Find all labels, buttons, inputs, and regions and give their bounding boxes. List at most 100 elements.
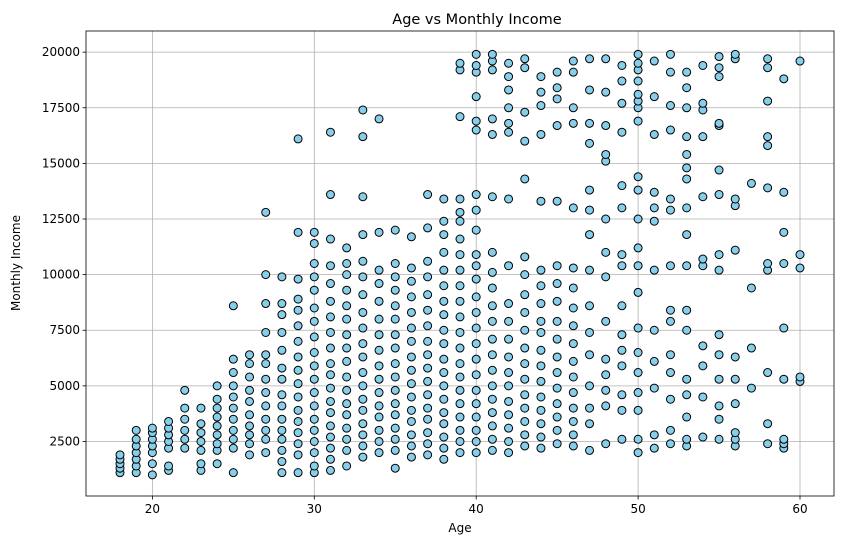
- data-point: [309, 436, 319, 446]
- data-point: [455, 372, 465, 382]
- data-point: [487, 421, 497, 431]
- data-point: [730, 399, 740, 409]
- data-point: [763, 132, 773, 142]
- data-point: [714, 434, 724, 444]
- data-point: [698, 254, 708, 264]
- data-point: [601, 354, 611, 364]
- data-point: [520, 174, 530, 184]
- data-point: [487, 445, 497, 455]
- data-point: [471, 225, 481, 235]
- data-point: [325, 359, 335, 369]
- data-point: [342, 285, 352, 295]
- data-point: [665, 205, 675, 215]
- data-point: [180, 414, 190, 424]
- data-point: [585, 381, 595, 391]
- data-point: [342, 243, 352, 253]
- data-point: [504, 368, 514, 378]
- data-point: [617, 98, 627, 108]
- data-point: [520, 430, 530, 440]
- data-point: [487, 114, 497, 124]
- data-point: [487, 192, 497, 202]
- data-point: [277, 425, 287, 435]
- data-point: [649, 430, 659, 440]
- data-point: [358, 105, 368, 115]
- data-point: [423, 336, 433, 346]
- data-point: [358, 339, 368, 349]
- data-point: [649, 129, 659, 139]
- data-point: [455, 281, 465, 291]
- data-point: [763, 183, 773, 193]
- data-point: [649, 265, 659, 275]
- data-point: [374, 412, 384, 422]
- data-point: [504, 316, 514, 326]
- data-point: [601, 316, 611, 326]
- data-point: [293, 468, 303, 478]
- data-point: [277, 374, 287, 384]
- data-point: [455, 312, 465, 322]
- data-point: [309, 259, 319, 268]
- data-point: [277, 310, 287, 320]
- data-point: [487, 350, 497, 360]
- data-point: [261, 401, 271, 411]
- data-point: [665, 350, 675, 360]
- data-point: [406, 405, 416, 415]
- data-point: [277, 345, 287, 355]
- data-point: [406, 452, 416, 462]
- data-point: [552, 368, 562, 378]
- data-point: [390, 314, 400, 324]
- data-point: [439, 443, 449, 453]
- data-point: [455, 112, 465, 122]
- y-tick-label: 20000: [42, 45, 80, 59]
- data-point: [504, 352, 514, 362]
- data-point: [568, 403, 578, 413]
- data-point: [358, 381, 368, 391]
- data-point: [342, 461, 352, 471]
- data-point: [471, 292, 481, 302]
- data-point: [504, 436, 514, 446]
- data-point: [633, 76, 643, 86]
- data-point: [261, 374, 271, 384]
- data-point: [714, 350, 724, 360]
- data-point: [390, 385, 400, 395]
- data-point: [439, 296, 449, 306]
- data-point: [601, 214, 611, 224]
- data-point: [455, 359, 465, 369]
- data-point: [487, 301, 497, 311]
- x-tick-label: 60: [792, 502, 807, 516]
- data-point: [568, 103, 578, 113]
- data-point: [487, 49, 497, 59]
- data-point: [342, 301, 352, 311]
- data-point: [439, 216, 449, 226]
- data-point: [342, 314, 352, 324]
- data-point: [552, 261, 562, 271]
- data-point: [552, 412, 562, 422]
- data-point: [309, 227, 319, 237]
- data-point: [423, 414, 433, 424]
- data-point: [325, 234, 335, 244]
- x-axis-title: Age: [448, 521, 471, 535]
- data-point: [730, 374, 740, 384]
- data-point: [520, 252, 530, 262]
- data-point: [536, 392, 546, 402]
- data-point: [212, 421, 222, 431]
- data-point: [374, 345, 384, 355]
- data-point: [471, 339, 481, 349]
- data-point: [585, 205, 595, 215]
- data-point: [325, 443, 335, 453]
- data-point: [536, 129, 546, 139]
- data-point: [633, 89, 643, 99]
- data-point: [439, 247, 449, 257]
- data-point: [568, 372, 578, 382]
- data-point: [358, 430, 368, 440]
- data-point: [487, 316, 497, 326]
- data-point: [325, 296, 335, 306]
- data-point: [601, 272, 611, 282]
- data-point: [585, 419, 595, 429]
- data-point: [487, 129, 497, 139]
- data-point: [293, 321, 303, 331]
- data-point: [601, 385, 611, 395]
- data-point: [455, 194, 465, 204]
- data-point: [746, 283, 756, 293]
- data-point: [665, 125, 675, 135]
- data-point: [471, 190, 481, 200]
